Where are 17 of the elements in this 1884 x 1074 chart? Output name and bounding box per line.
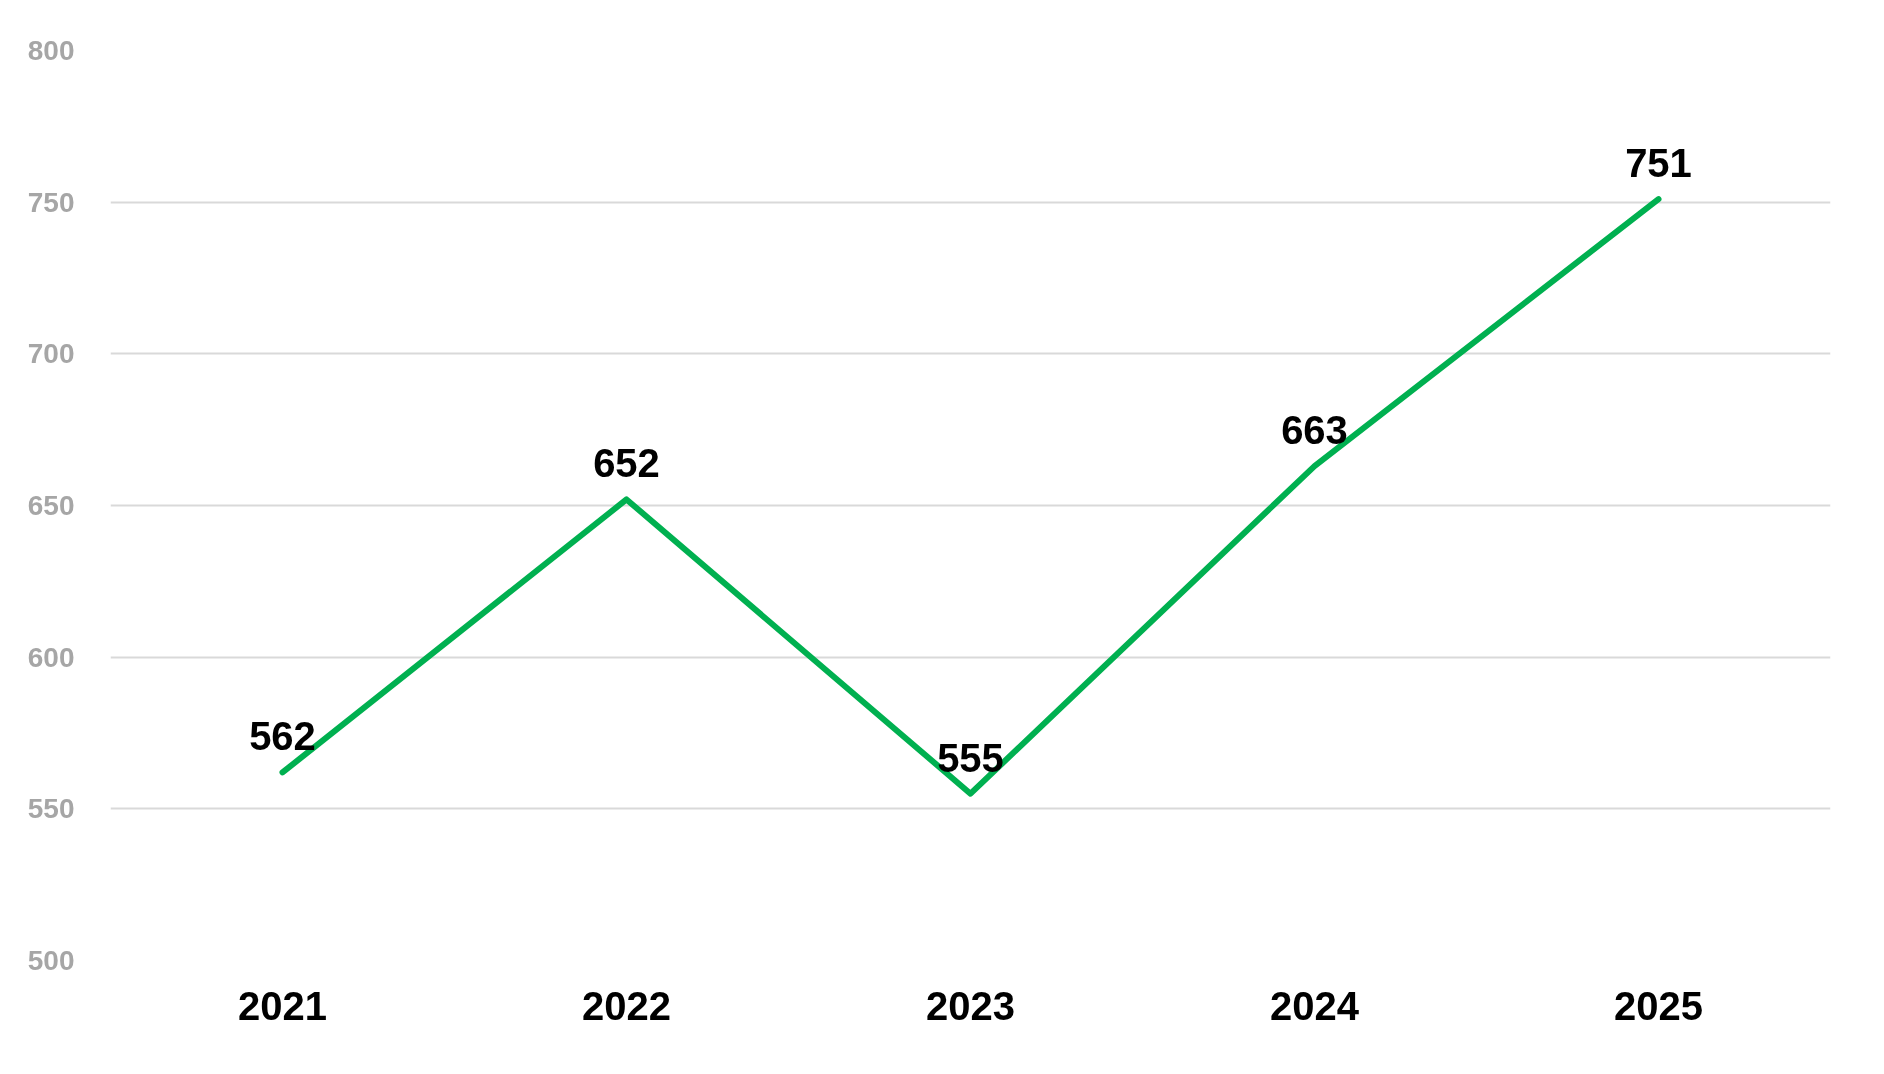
data-label: 751	[1625, 141, 1692, 186]
x-tick-label: 2024	[1270, 983, 1360, 1028]
x-tick-label: 2022	[582, 983, 671, 1028]
y-tick-label: 550	[27, 793, 75, 825]
y-tick-label: 750	[27, 186, 75, 218]
data-label: 555	[937, 735, 1004, 780]
y-tick-label: 650	[27, 490, 75, 521]
x-tick-label: 2023	[926, 983, 1015, 1028]
x-tick-label: 2021	[238, 983, 327, 1028]
data-label: 562	[249, 714, 316, 759]
y-tick-label: 500	[27, 945, 75, 976]
data-label: 663	[1281, 408, 1348, 453]
data-label: 652	[593, 441, 660, 486]
y-tick-label: 600	[27, 641, 75, 673]
x-tick-label: 2025	[1614, 983, 1703, 1028]
y-tick-label: 700	[27, 338, 75, 370]
y-tick-label: 800	[27, 35, 75, 66]
